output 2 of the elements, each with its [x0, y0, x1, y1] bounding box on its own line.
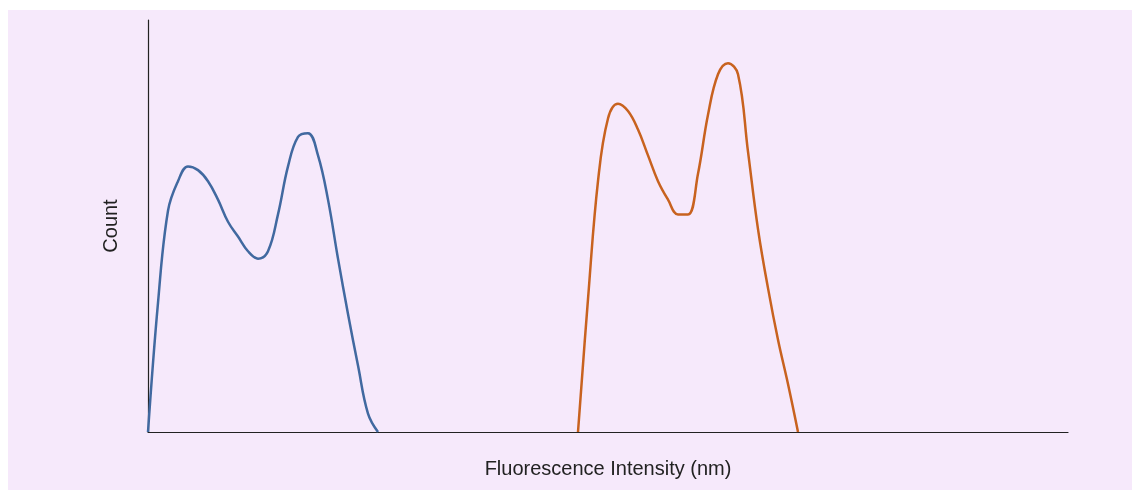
- y-axis-title: Count: [99, 198, 121, 253]
- x-axis-title: Fluorescence Intensity (nm): [484, 457, 732, 479]
